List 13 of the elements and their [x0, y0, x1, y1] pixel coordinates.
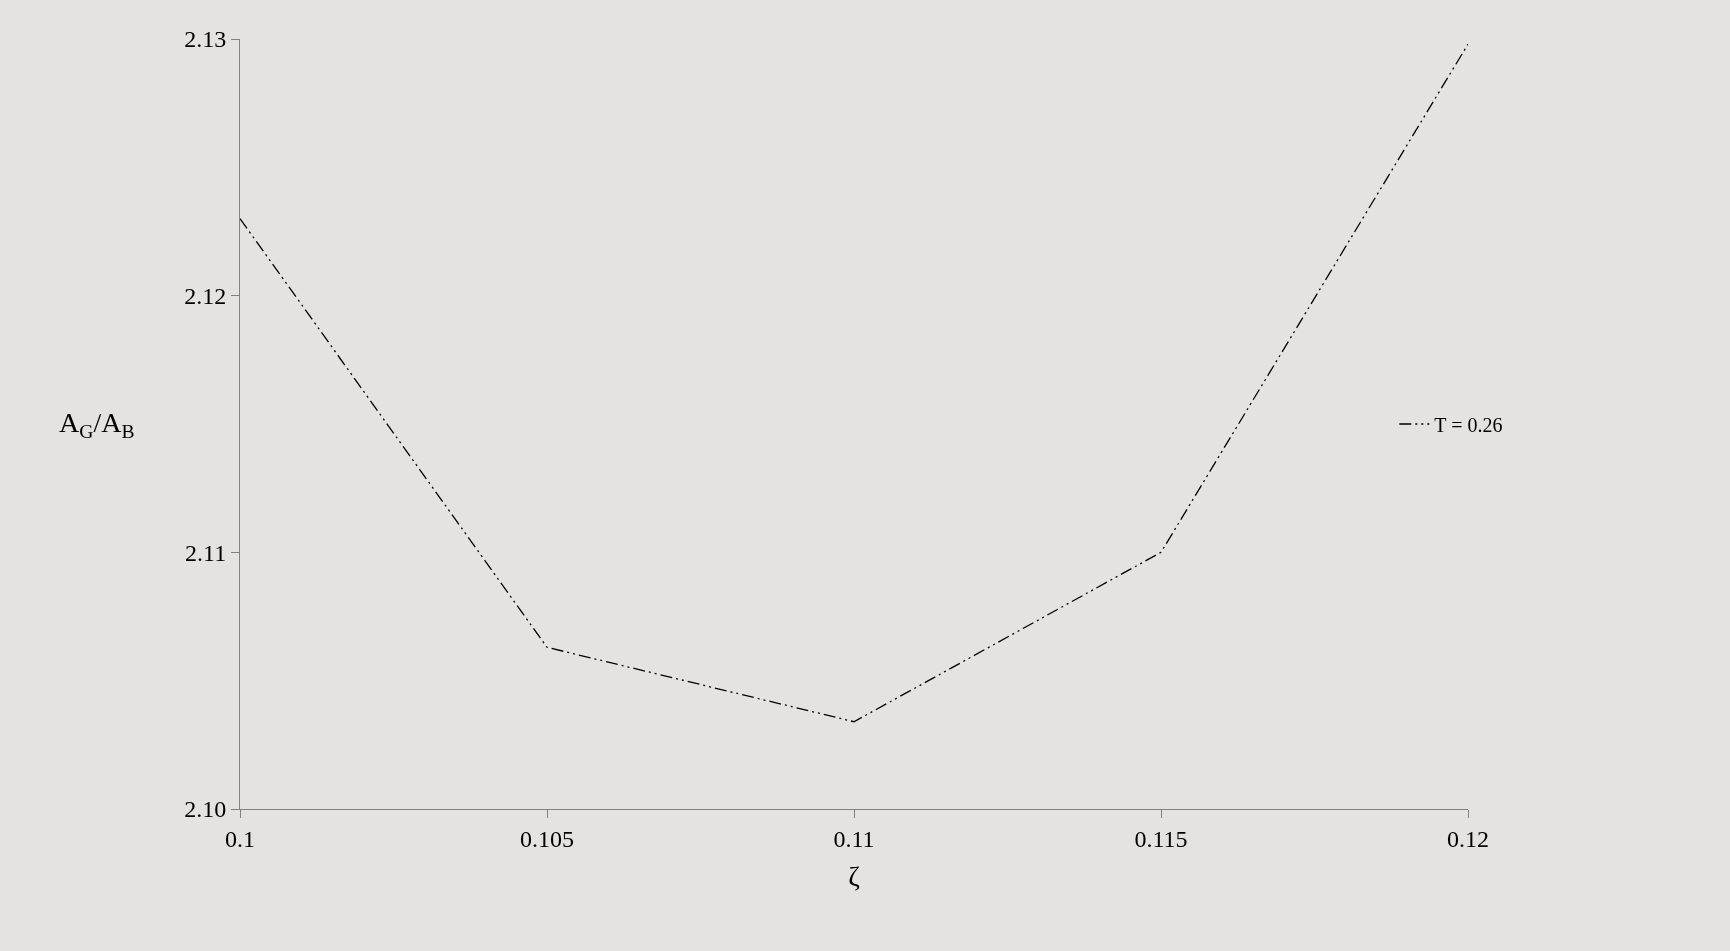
x-axis-title: ζ: [848, 860, 860, 892]
x-tick-label: 0.11: [833, 825, 875, 852]
legend-label: T = 0.26: [1434, 413, 1503, 436]
y-axis-title: A$_{G}$/A$_{B}$: [59, 407, 135, 442]
y-tick-label: 2.10: [184, 796, 227, 823]
line-series: [240, 43, 1468, 723]
y-tick-label: 2.12: [184, 283, 227, 310]
x-tick-label: 0.1: [225, 825, 255, 852]
y-tick-label: 2.13: [184, 26, 227, 53]
x-tick-label: 0.115: [1134, 825, 1188, 852]
x-tick-label: 0.105: [520, 825, 574, 852]
x-tick-label: 0.12: [1447, 825, 1489, 852]
y-tick-label: 2.11: [185, 539, 227, 566]
